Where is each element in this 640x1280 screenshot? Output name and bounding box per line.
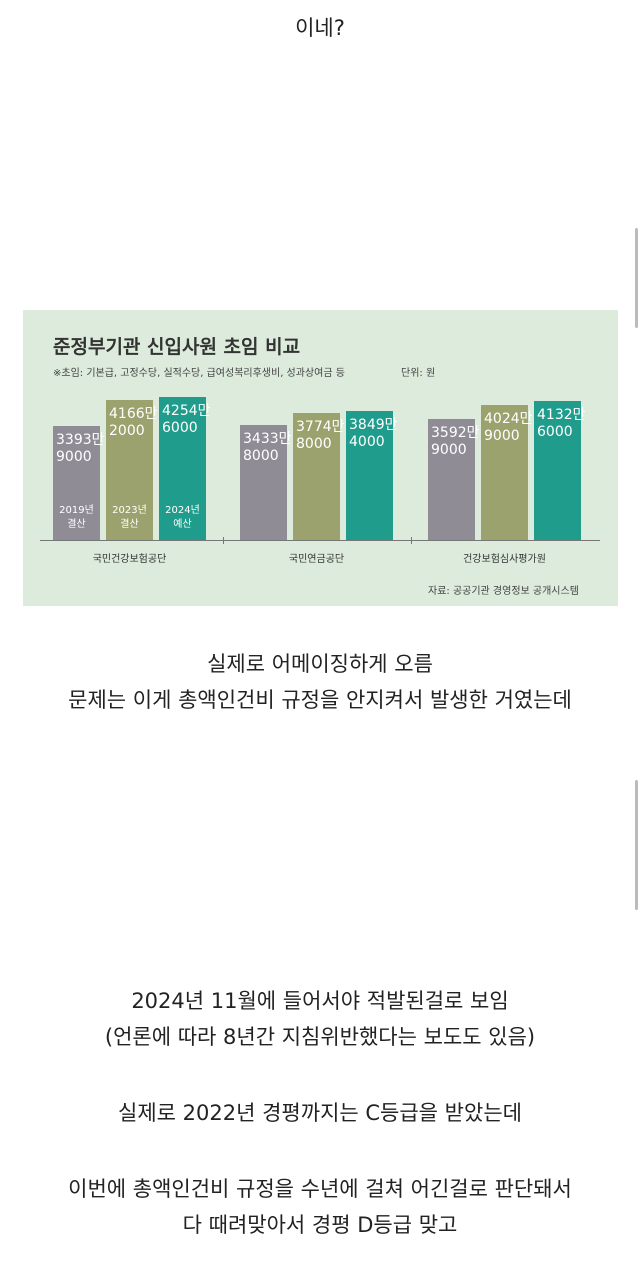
x-tick-label: 국민건강보험공단 [92,554,167,565]
separator [223,537,224,544]
x-tick-label: 건강보험심사평가원 [463,554,546,565]
legend-label: 2019년 결산 [59,505,94,530]
legend-label: 2023년 결산 [112,505,147,530]
baseline [40,540,600,541]
post-text: 이번에 총액인건비 규정을 수년에 걸쳐 어긴걸로 판단돼서 [68,1177,572,1201]
bar [534,401,581,540]
data-label: 3592만 9000 [431,425,480,459]
data-label: 4024만 9000 [484,410,533,444]
data-label: 4166만 2000 [109,405,158,439]
bar [346,410,393,540]
data-label: 3774만 8000 [296,419,345,453]
post-text: 실제로 어메이징하게 오름 [207,652,433,676]
x-tick-label: 국민연금공단 [288,554,345,565]
chart-unit: 단위: 원 [401,368,436,379]
data-label: 4132만 6000 [537,407,586,441]
scrollbar [635,780,638,910]
post-text: 다 때려맞아서 경평 D등급 맞고 [182,1213,458,1237]
post-text: 실제로 2022년 경평까지는 C등급을 받았는데 [118,1101,522,1125]
post-text: 2024년 11월에 들어서야 적발된걸로 보임 [131,989,509,1013]
post-text: 문제는 이게 총액인건비 규정을 안지켜서 발생한 거였는데 [68,688,572,712]
chart-image: 준정부기관 신입사원 초임 비교 ※초임: 기본급, 고정수당, 실적수당, 급… [23,310,618,606]
bar [481,404,528,540]
post-text: 이네? [295,16,345,40]
bar [240,424,287,540]
bar [293,413,340,540]
data-label: 3849만 4000 [349,416,398,450]
post-text: (언론에 따라 8년간 지침위반했다는 보도도 있음) [104,1025,536,1049]
data-label: 4254만 6000 [162,403,211,436]
chart-title: 준정부기관 신입사원 초임 비교 [53,336,301,358]
bar [106,399,153,540]
data-label: 3393만 9000 [56,431,105,465]
data-label: 3433만 8000 [243,430,292,464]
chart-source: 자료: 공공기관 경영정보 공개시스템 [428,586,579,597]
scrollbar [635,228,638,328]
separator [411,537,412,544]
legend-label: 2024년 예산 [165,505,200,530]
bar [159,397,206,540]
bar [428,419,475,540]
chart-subtitle: ※초임: 기본급, 고정수당, 실적수당, 급여성복리후생비, 성과상여금 등 [53,368,345,379]
bar [53,425,100,540]
